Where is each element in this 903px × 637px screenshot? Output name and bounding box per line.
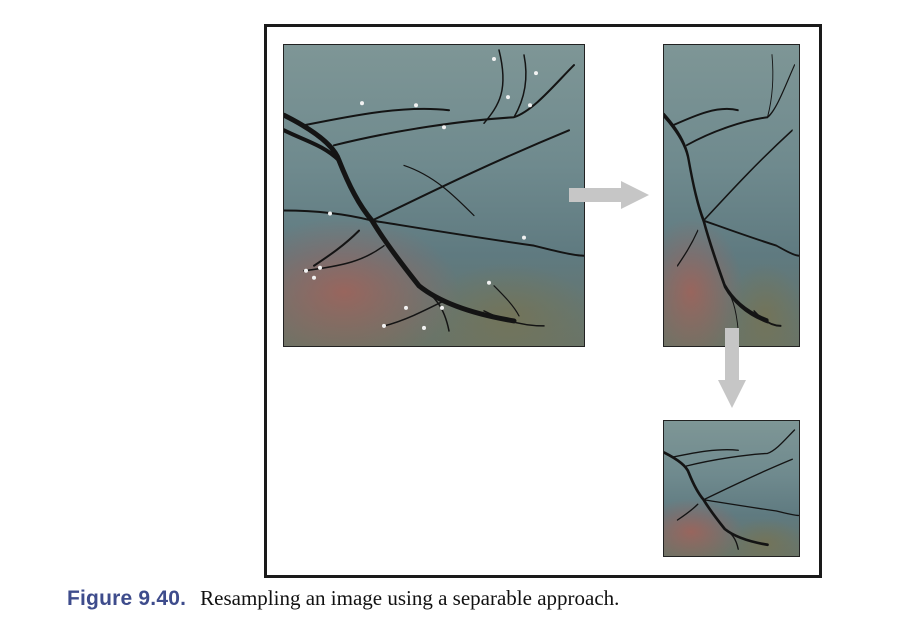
figure-label: Figure 9.40. (67, 587, 187, 610)
fully-resampled-image (663, 420, 800, 557)
horizontally-resampled-image (663, 44, 800, 347)
figure-caption: Figure 9.40. Resampling an image using a … (67, 586, 619, 611)
original-image (283, 44, 585, 347)
arrow-down-icon (718, 328, 746, 408)
caption-text: Resampling an image using a separable ap… (200, 586, 620, 610)
arrow-right-icon (569, 181, 649, 209)
